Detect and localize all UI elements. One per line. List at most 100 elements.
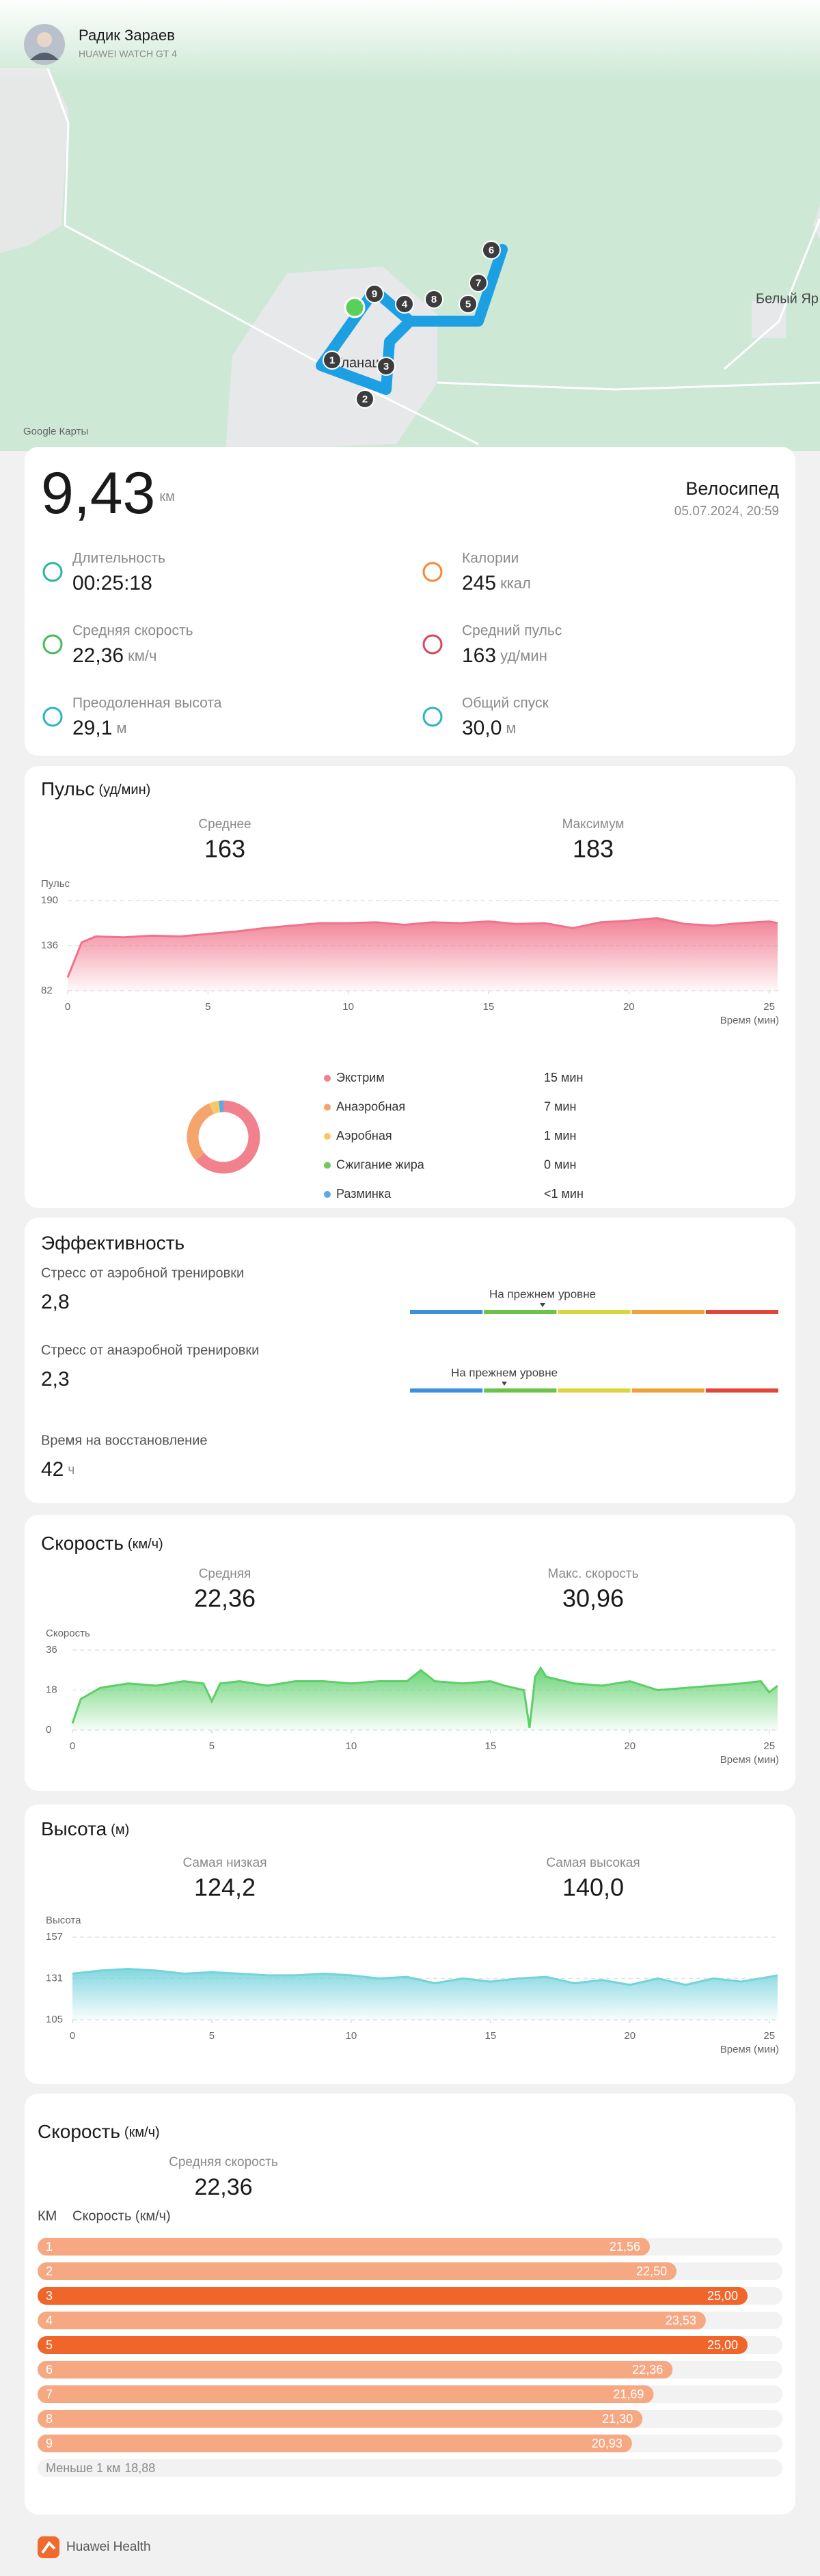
stat-label: Максимум: [562, 817, 625, 832]
section-title-unit: (км/ч): [128, 1537, 163, 1552]
x-tick-label: 25: [763, 1001, 775, 1013]
bar: [38, 2410, 643, 2428]
bar-category: 4: [46, 2314, 53, 2327]
legend-dot: [324, 1162, 331, 1169]
y-tick-label: 82: [41, 985, 53, 996]
route-marker: [377, 357, 396, 376]
metric-value-unit: м: [506, 720, 516, 737]
metric-value: 00:25:18: [72, 572, 152, 594]
metric-value-value: 29,1: [72, 717, 112, 739]
datetime: 05.07.2024, 20:59: [674, 504, 779, 519]
y-tick-label: 0: [46, 1724, 51, 1736]
stat-value: 163: [204, 835, 245, 863]
metric-value-value: 163: [462, 644, 496, 667]
efficiency-label: Стресс от анаэробной тренировки: [41, 1343, 259, 1358]
road: [46, 68, 820, 446]
x-axis-label: Время (мин): [720, 1015, 779, 1026]
scale-segment: [484, 1310, 557, 1314]
summary-card: [25, 447, 795, 756]
metric-label: Средний пульс: [462, 623, 562, 639]
section-title-value: Скорость: [41, 1533, 124, 1554]
y-tick-label: 36: [46, 1644, 57, 1656]
metric-value-unit: км/ч: [128, 647, 156, 664]
bar-category: 3: [46, 2289, 53, 2303]
scale-segment: [705, 1388, 778, 1393]
metric-value: 22,36 км/ч: [72, 644, 156, 667]
map-area: [0, 68, 68, 253]
legend-value: 15 мин: [544, 1071, 583, 1084]
bar-value-label: 21,56: [610, 2240, 640, 2253]
legend-label: Сжигание жира: [336, 1157, 425, 1171]
stat-label: Средняя скорость: [169, 2155, 278, 2169]
metric-value-value: 00:25:18: [72, 572, 152, 594]
metric-value-value: 22,36: [72, 644, 124, 667]
route-marker-label: 6: [489, 245, 494, 256]
efficiency-value: 2,8: [41, 1291, 70, 1313]
bar-value-label: 23,53: [666, 2314, 696, 2327]
bar-track: [38, 2459, 782, 2477]
metric-icon: [422, 707, 443, 727]
map: [0, 0, 820, 451]
scale-segment: [558, 1310, 631, 1314]
stat-label: Самая высокая: [546, 1856, 640, 1870]
metric-label: Средняя скорость: [72, 623, 193, 639]
bar-category: 2: [46, 2264, 53, 2278]
metric-icon: [422, 562, 443, 582]
line: [72, 1968, 778, 1986]
map-fade: [0, 0, 820, 82]
place-label: Белый Яр: [756, 291, 819, 306]
recovery-value: 42 ч: [41, 1458, 74, 1481]
speed-card: [25, 1515, 795, 1791]
area: [68, 918, 778, 991]
legend-dot: [324, 1075, 331, 1082]
remainder-value: 18,88: [124, 2461, 155, 2475]
recovery-value-unit: ч: [68, 1463, 74, 1477]
legend-value: <1 мин: [544, 1187, 584, 1201]
scale-segment: [484, 1388, 557, 1393]
legend-dot: [324, 1191, 331, 1198]
distance-value: 9,43: [41, 461, 155, 526]
bar-category: 1: [46, 2240, 53, 2253]
efficiency-card: [25, 1218, 795, 1503]
legend-value: 1 мин: [544, 1129, 576, 1142]
app-icon-glyph: [41, 2540, 56, 2554]
bar: [38, 2238, 651, 2256]
column-header: КМ: [38, 2208, 57, 2223]
map-area: [813, 205, 820, 239]
x-tick-label: 10: [346, 2030, 357, 2042]
legend-label: Аэробная: [336, 1129, 392, 1142]
y-tick-label: 190: [41, 894, 58, 906]
donut-segment: [187, 1103, 215, 1161]
section-title-unit: (уд/мин): [98, 782, 150, 797]
user-name: Радик Зараев: [79, 27, 175, 44]
legend-dot: [324, 1104, 331, 1111]
metric-value-value: 30,0: [462, 717, 502, 739]
y-tick-label: 18: [46, 1684, 57, 1695]
metric-value-unit: уд/мин: [500, 647, 547, 664]
x-tick-label: 20: [623, 1001, 635, 1013]
route: [316, 244, 508, 395]
metric-value-unit: ккал: [500, 575, 531, 592]
y-axis-label: Скорость: [46, 1628, 90, 1639]
device-name: HUAWEI WATCH GT 4: [79, 49, 177, 59]
section-title-value: Высота: [41, 1818, 107, 1839]
bar-value-label: 21,69: [613, 2387, 644, 2401]
metric-label: Длительность: [72, 551, 165, 566]
x-axis-label: Время (мин): [720, 1754, 779, 1766]
x-tick-label: 0: [70, 2030, 75, 2042]
x-tick-label: 10: [342, 1001, 354, 1013]
x-tick-label: 15: [483, 1001, 495, 1013]
avatar: [24, 24, 65, 65]
place-label: Уланаш: [333, 355, 383, 370]
route-marker: [365, 284, 384, 303]
x-tick-label: 5: [205, 1001, 210, 1013]
efficiency-status: На прежнем уровне: [451, 1366, 558, 1379]
scale-pointer: [540, 1303, 545, 1307]
x-tick-label: 0: [65, 1001, 70, 1013]
metric-icon: [42, 634, 63, 655]
x-tick-label: 5: [209, 2030, 215, 2042]
metric-icon: [42, 562, 63, 582]
map-area: [752, 301, 786, 338]
x-axis-label: Время (мин): [720, 2044, 779, 2055]
column-header: Скорость (км/ч): [72, 2208, 171, 2223]
